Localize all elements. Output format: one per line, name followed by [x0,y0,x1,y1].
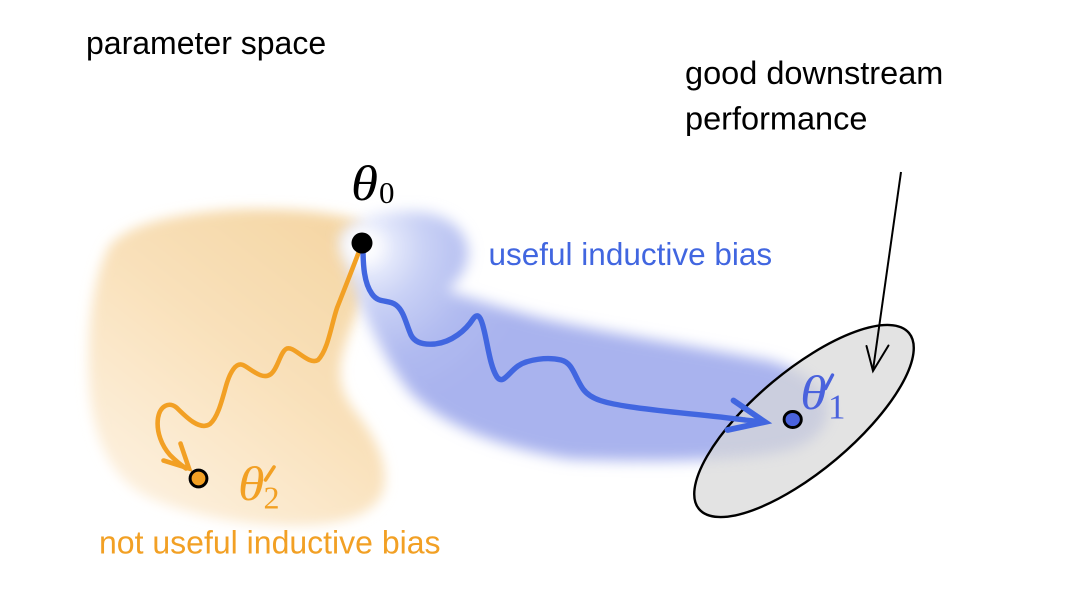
svg-text:performance: performance [685,101,867,137]
svg-text:2: 2 [264,480,280,516]
svg-text:not useful inductive bias: not useful inductive bias [99,525,441,561]
svg-text:θ: θ [351,156,378,211]
svg-text:useful inductive bias: useful inductive bias [489,236,773,272]
svg-text:θ: θ [800,366,826,420]
svg-text:θ: θ [238,457,264,511]
svg-text:parameter space: parameter space [86,25,326,61]
svg-text:1: 1 [828,388,846,427]
svg-text:0: 0 [379,175,395,210]
svg-text:good downstream: good downstream [685,55,943,91]
